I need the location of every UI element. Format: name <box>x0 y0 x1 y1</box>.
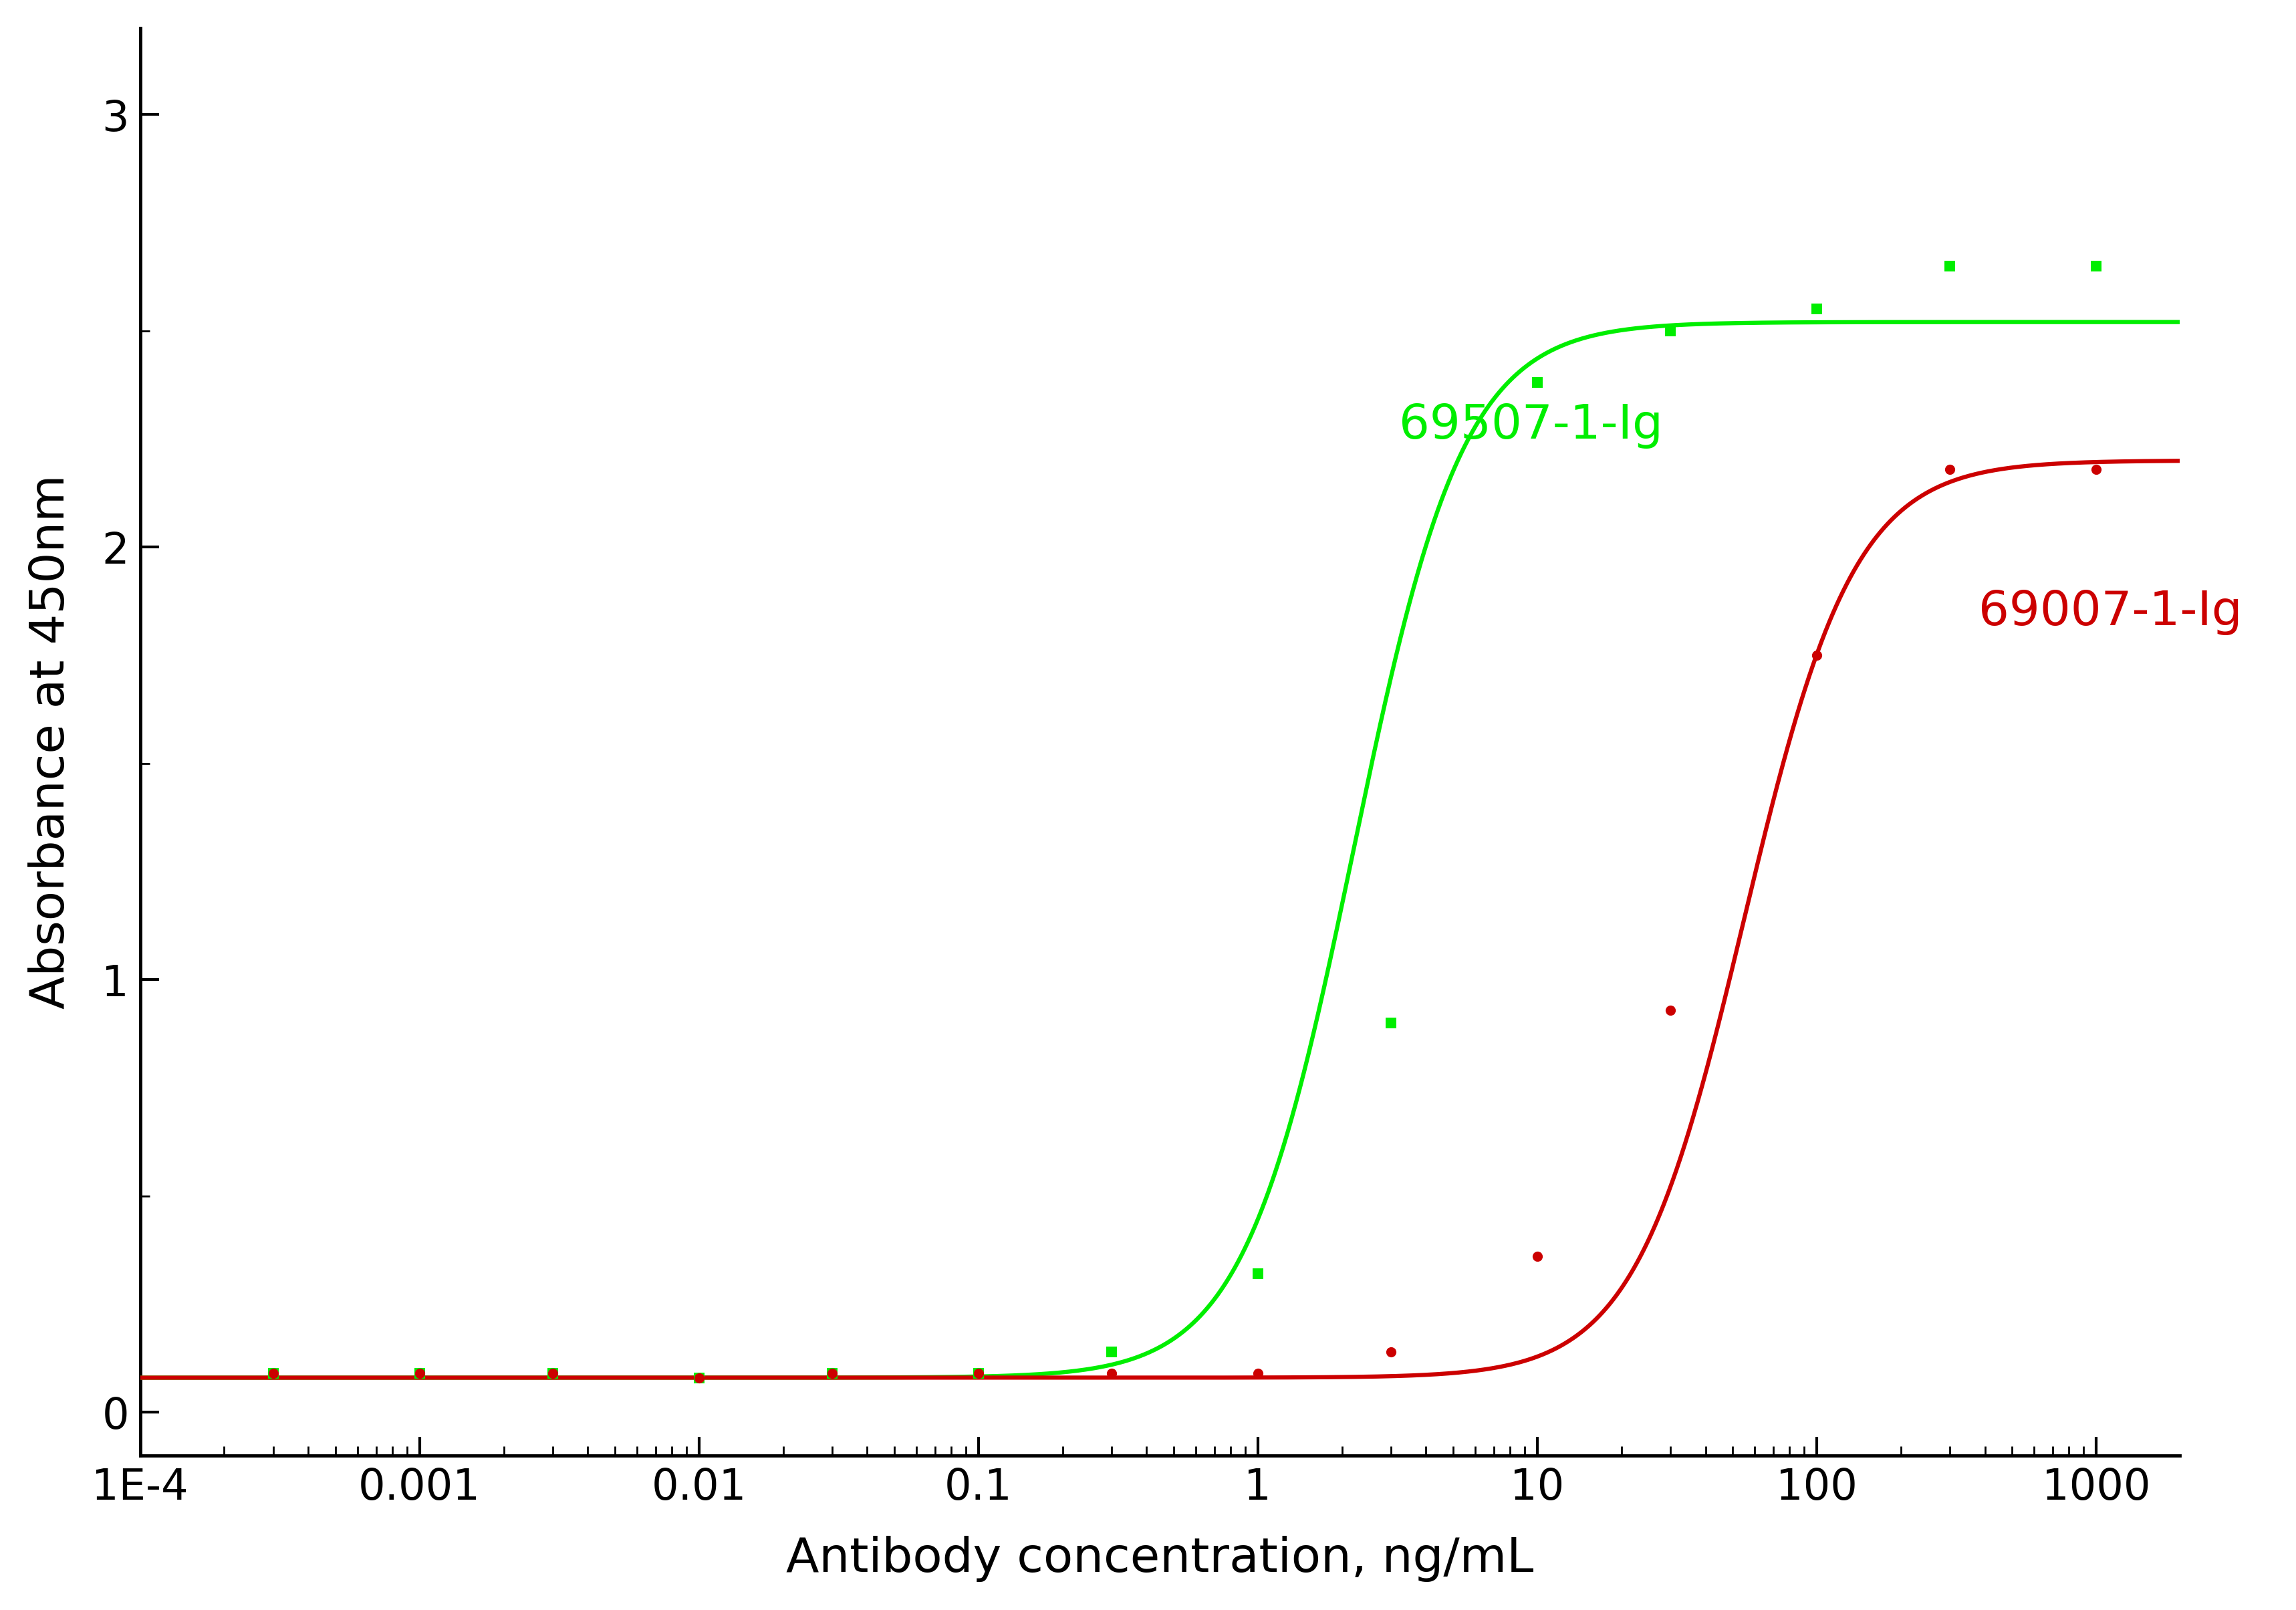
Point <box>1240 1360 1277 1386</box>
Point <box>1373 1009 1410 1035</box>
Point <box>1798 296 1835 322</box>
Point <box>535 1360 572 1386</box>
Text: 69507-1-Ig: 69507-1-Ig <box>1398 402 1662 449</box>
Y-axis label: Absorbance at 450nm: Absorbance at 450nm <box>28 475 73 1009</box>
Point <box>680 1365 716 1391</box>
Point <box>255 1360 292 1386</box>
Point <box>535 1360 572 1386</box>
Point <box>960 1360 996 1386</box>
Point <box>402 1360 439 1386</box>
Point <box>1653 997 1690 1022</box>
Point <box>1931 253 1968 279</box>
Point <box>1093 1340 1130 1365</box>
Point <box>1931 456 1968 481</box>
Point <box>813 1360 850 1386</box>
Point <box>2078 456 2115 481</box>
Point <box>255 1360 292 1386</box>
X-axis label: Antibody concentration, ng/mL: Antibody concentration, ng/mL <box>785 1536 1534 1583</box>
Point <box>1653 317 1690 343</box>
Point <box>960 1360 996 1386</box>
Point <box>2078 253 2115 279</box>
Point <box>1093 1360 1130 1386</box>
Point <box>1520 1243 1557 1269</box>
Point <box>1373 1340 1410 1365</box>
Point <box>813 1360 850 1386</box>
Point <box>680 1365 716 1391</box>
Text: 69007-1-Ig: 69007-1-Ig <box>1979 589 2243 634</box>
Point <box>402 1360 439 1386</box>
Point <box>1520 370 1557 396</box>
Point <box>1240 1261 1277 1286</box>
Point <box>1798 642 1835 668</box>
